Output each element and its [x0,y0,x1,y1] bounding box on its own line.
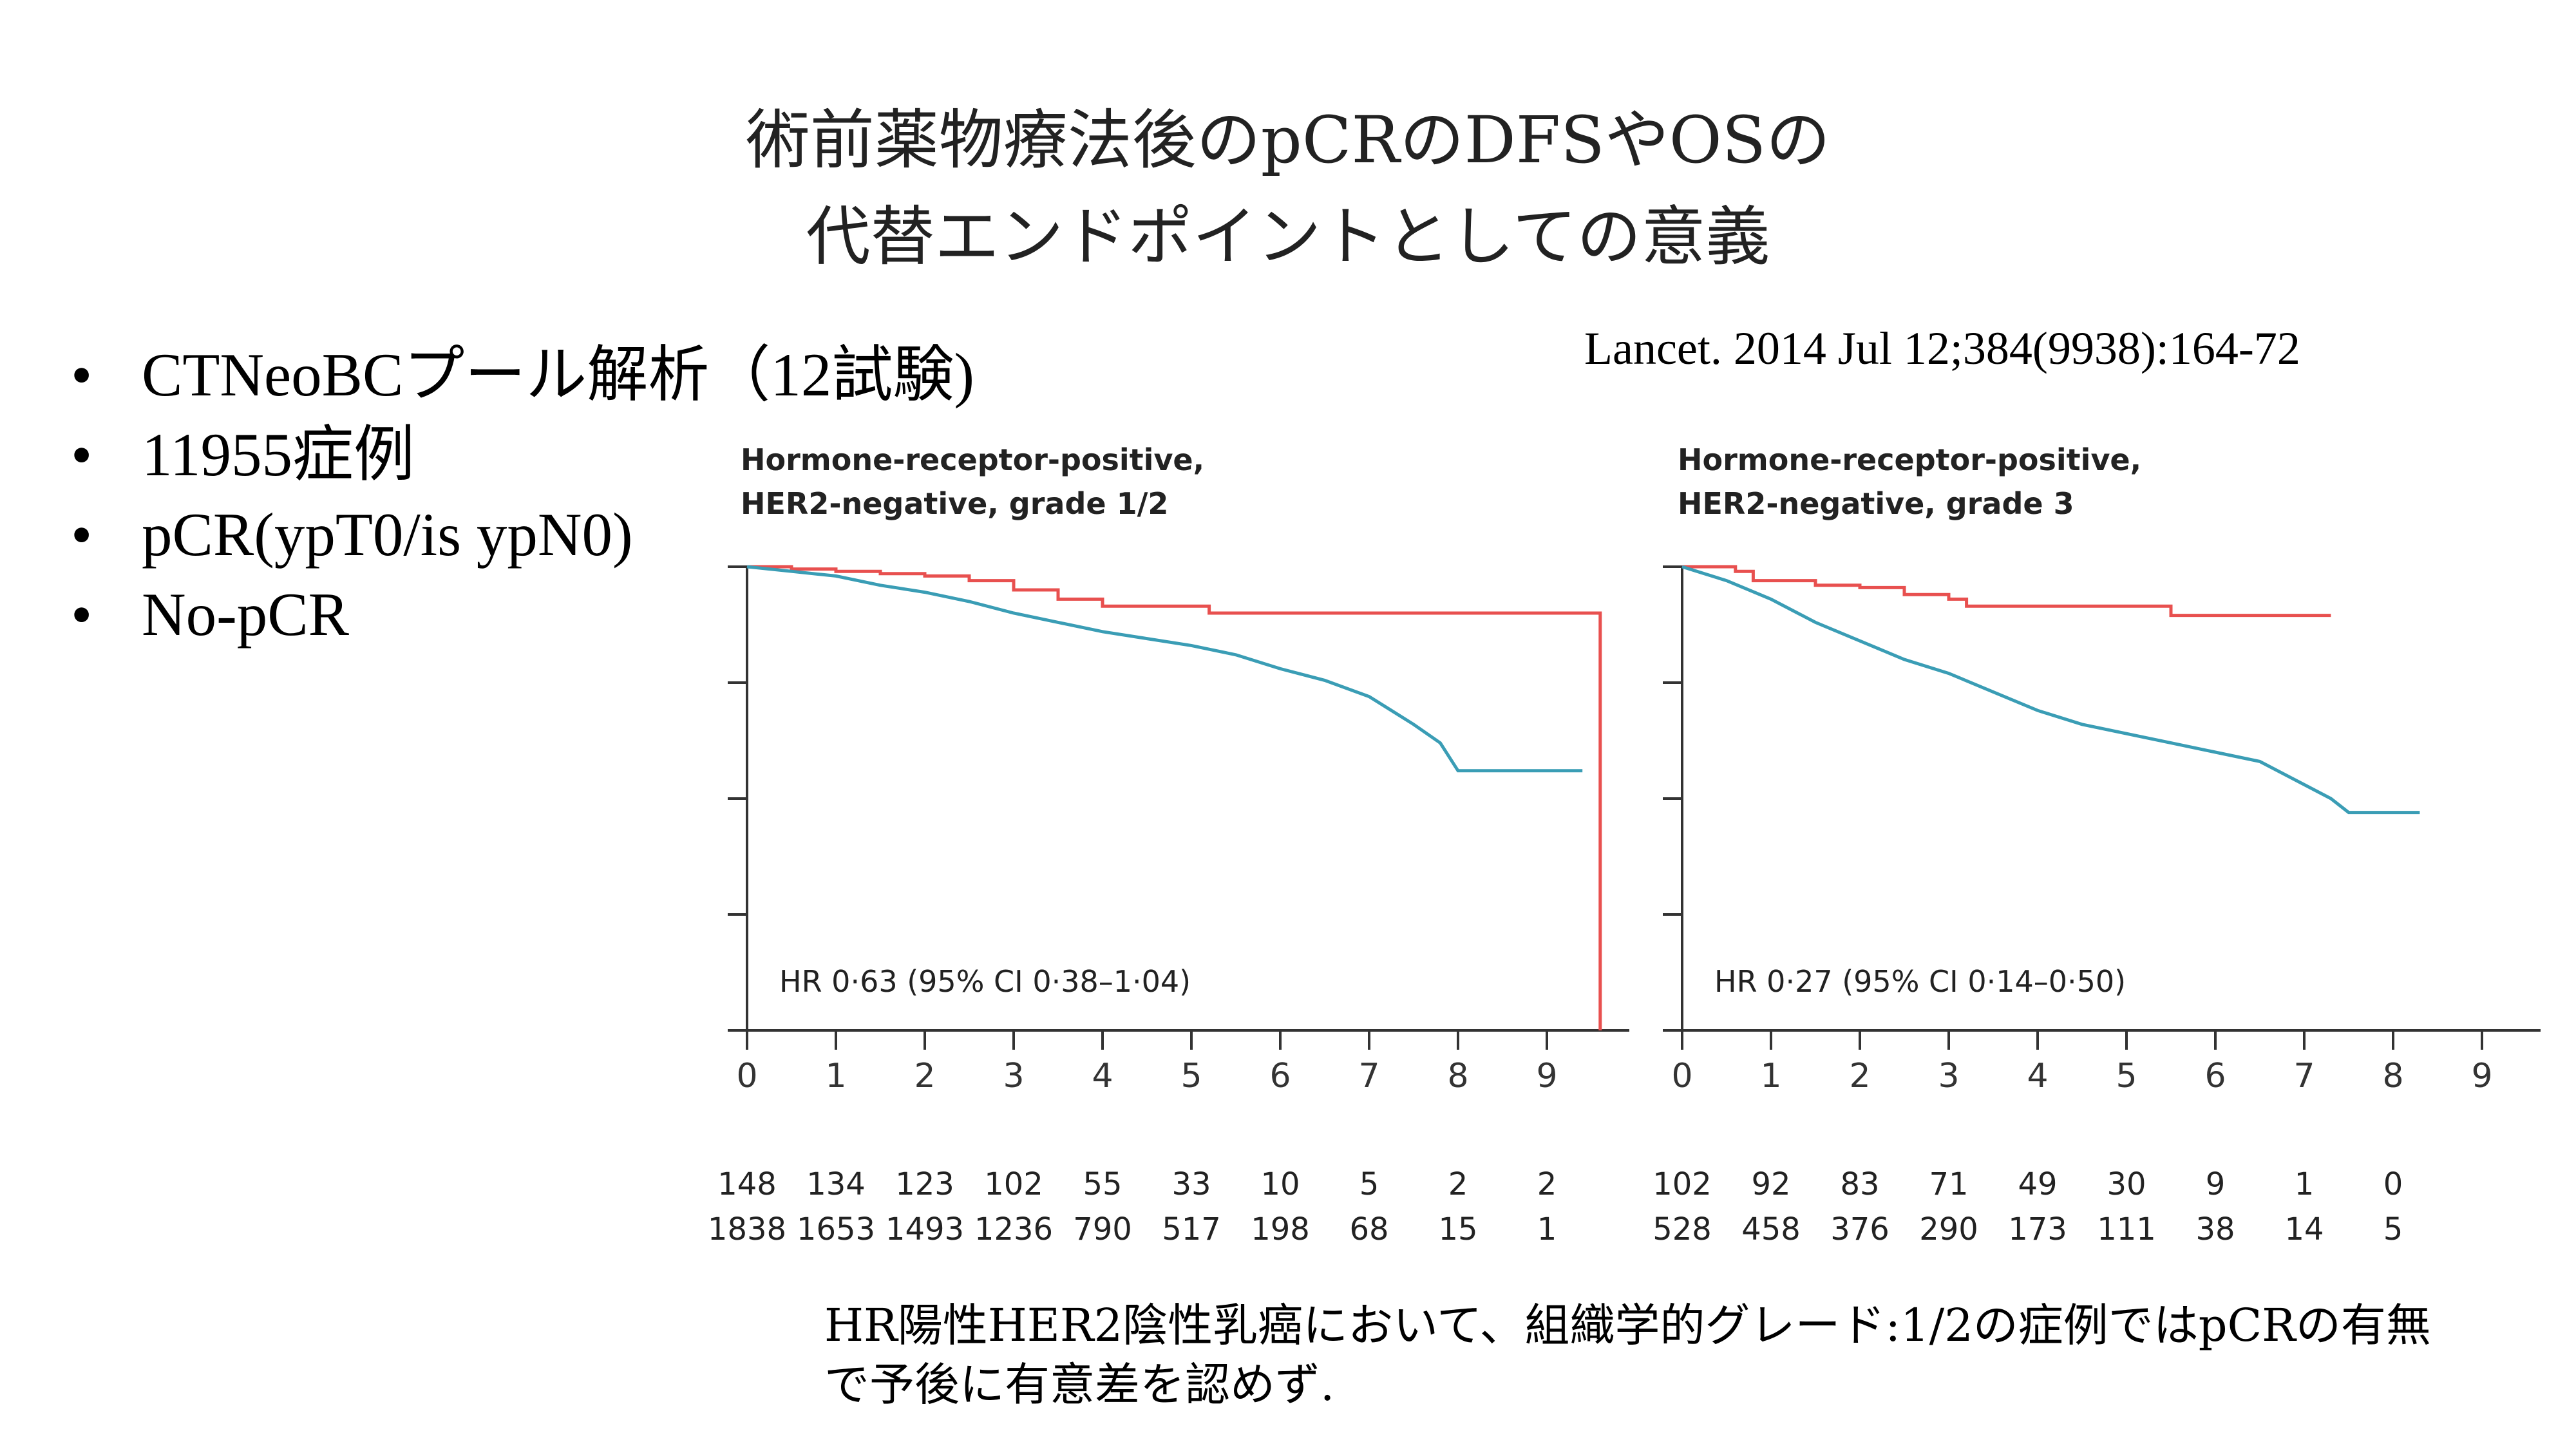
x-tick-label: 4 [1092,1057,1113,1095]
risk-table-cell: 1 [2295,1166,2315,1202]
panel-title-line-2: HER2-negative, grade 3 [1678,486,2074,521]
risk-table-cell: 2 [1537,1166,1557,1202]
bullet-item: • 11955症例 [71,415,974,495]
risk-table-cell: 528 [1653,1211,1712,1247]
bullet-item: • No-pCR [71,574,974,654]
x-tick-label: 8 [2382,1057,2403,1095]
x-tick-label: 4 [2027,1057,2048,1095]
risk-table-cell: 1236 [974,1211,1053,1247]
conclusion-text: HR陽性HER2陰性乳癌において、組織学的グレード:1/2の症例ではpCRの有無… [824,1299,2431,1411]
risk-table-cell: 1653 [797,1211,875,1247]
x-tick-label: 1 [1760,1057,1781,1095]
bullet-text: No-pCR [142,580,349,649]
x-tick-label: 6 [2204,1057,2226,1095]
bullet-dot: • [71,341,93,409]
risk-table-cell: 68 [1349,1211,1388,1247]
risk-table-cell: 33 [1171,1166,1211,1202]
risk-table-cell: 102 [984,1166,1043,1202]
x-tick-label: 2 [914,1057,935,1095]
risk-table-cell: 458 [1741,1211,1801,1247]
risk-table-cell: 38 [2195,1211,2235,1247]
bullet-list: • CTNeoBCプール解析（12試験) • 11955症例 • pCR(ypT0/i… [71,335,974,654]
bullet-text: CTNeoBCプール解析（12試験) [142,341,975,409]
risk-table-cell: 134 [806,1166,866,1202]
risk-table-cell: 9 [2206,1166,2226,1202]
bullet-text: pCR(ypT0/is ypN0) [142,500,633,569]
risk-table-cell: 5 [2383,1211,2403,1247]
x-tick-label: 5 [2116,1057,2137,1095]
km-panel-1: Hormone-receptor-positive, HER2-negative,… [708,442,1629,1247]
x-tick-label: 7 [1358,1057,1379,1095]
panel-title-line-1: Hormone-receptor-positive, [741,442,1204,477]
bullet-text: 11955症例 [142,421,415,489]
x-tick-label: 0 [736,1057,757,1095]
citation: Lancet. 2014 Jul 12;384(9938):164-72 [1584,323,2300,374]
km-panel-2: Hormone-receptor-positive, HER2-negative,… [1653,442,2541,1247]
x-tick-label: 2 [1849,1057,1870,1095]
risk-table-cell: 49 [2018,1166,2057,1202]
bullet-item: • CTNeoBCプール解析（12試験) [71,335,974,415]
x-tick-label: 0 [1671,1057,1692,1095]
series-no_pcr-curve [1681,565,2420,815]
risk-table-cell: 55 [1083,1166,1122,1202]
x-tick-label: 5 [1180,1057,1202,1095]
risk-table-cell: 83 [1840,1166,1879,1202]
risk-table-cell: 148 [717,1166,777,1202]
series-no_pcr-curve [746,565,1583,773]
bullet-dot: • [71,580,93,649]
risk-table-cell: 30 [2107,1166,2146,1202]
panel-title-line-1: Hormone-receptor-positive, [1678,442,2141,477]
risk-table-cell: 10 [1260,1166,1300,1202]
series-pcr-curve [1682,565,2331,618]
bullet-item: • pCR(ypT0/is ypN0) [71,495,974,574]
hr-annotation: HR 0·27 (95% CI 0·14–0·50) [1714,964,2126,999]
hr-annotation: HR 0·63 (95% CI 0·38–1·04) [779,964,1191,999]
risk-table-cell: 198 [1251,1211,1310,1247]
risk-table-cell: 111 [2097,1211,2156,1247]
risk-table-cell: 1493 [886,1211,964,1247]
x-tick-label: 3 [1003,1057,1024,1095]
risk-table-cell: 517 [1162,1211,1221,1247]
panel-title-line-2: HER2-negative, grade 1/2 [741,486,1168,521]
risk-table-cell: 790 [1073,1211,1132,1247]
risk-table-cell: 376 [1830,1211,1889,1247]
risk-table-cell: 123 [895,1166,954,1202]
x-tick-label: 7 [2293,1057,2315,1095]
risk-table-cell: 1838 [708,1211,786,1247]
x-tick-label: 9 [1536,1057,1557,1095]
risk-table-cell: 5 [1359,1166,1379,1202]
risk-table-cell: 71 [1929,1166,1968,1202]
risk-table-cell: 14 [2284,1211,2324,1247]
slide-title-line-2: 代替エンドポイントとしての意義 [806,199,1770,274]
x-tick-label: 3 [1938,1057,1959,1095]
risk-table-cell: 92 [1751,1166,1790,1202]
x-tick-label: 6 [1269,1057,1291,1095]
risk-table-cell: 0 [2383,1166,2403,1202]
x-tick-label: 8 [1447,1057,1468,1095]
risk-table-cell: 290 [1919,1211,1978,1247]
risk-table-cell: 173 [2008,1211,2067,1247]
x-tick-label: 9 [2471,1057,2492,1095]
risk-table-cell: 102 [1653,1166,1712,1202]
risk-table-cell: 1 [1537,1211,1557,1247]
series-pcr-curve [747,565,1602,1030]
bullet-dot: • [71,500,93,569]
risk-table-cell: 15 [1438,1211,1477,1247]
slide-title-line-1: 術前薬物療法後のpCRのDFSやOSの [745,102,1831,178]
bullet-dot: • [71,421,93,489]
risk-table-cell: 2 [1448,1166,1468,1202]
x-tick-label: 1 [825,1057,846,1095]
